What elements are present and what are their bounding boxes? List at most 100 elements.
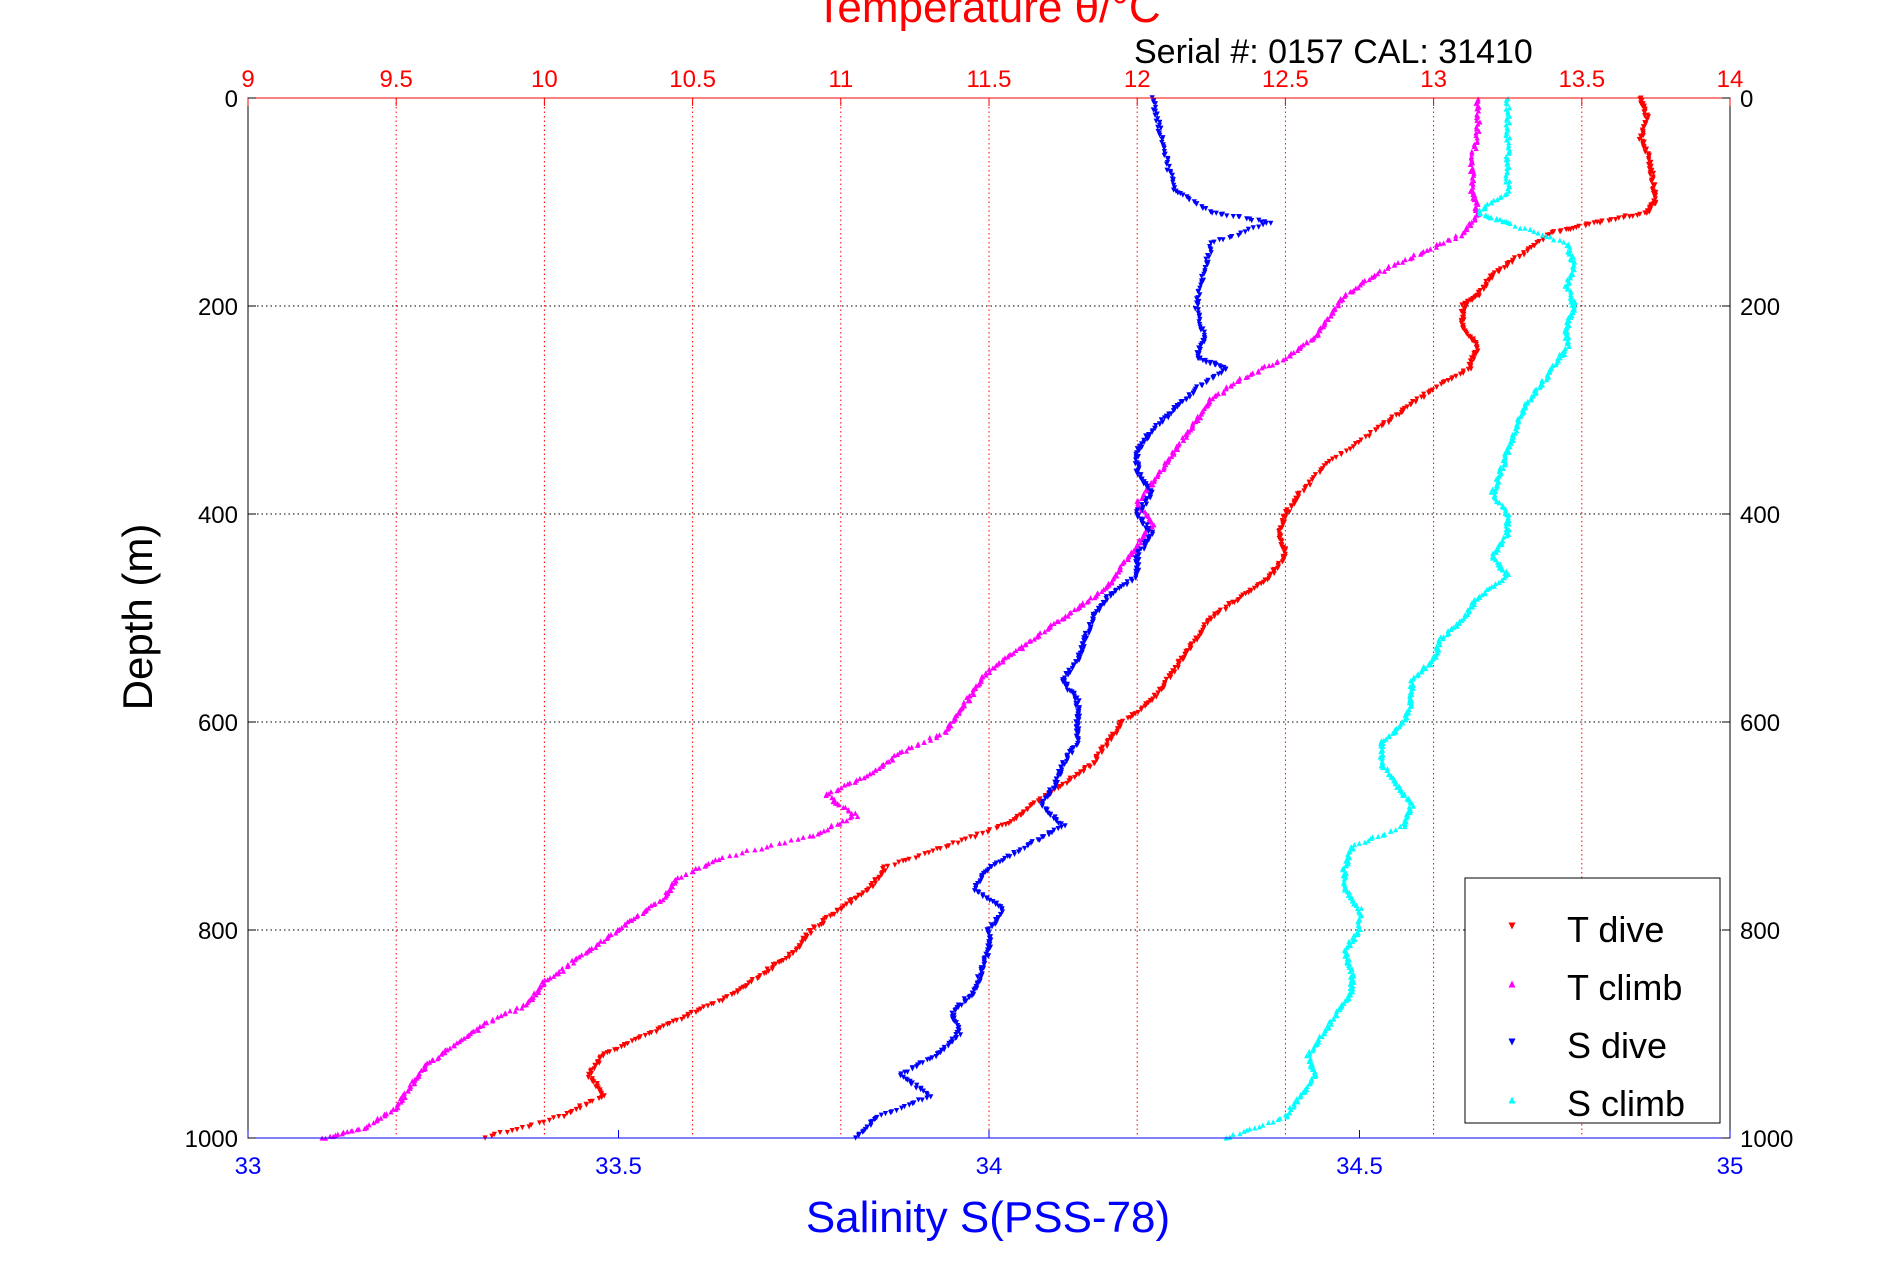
data-point [1172,669,1178,675]
data-point [619,924,625,931]
data-point [1453,233,1459,239]
data-point [1165,459,1171,465]
data-point [968,834,974,840]
data-point [1503,172,1509,178]
data-point [1320,324,1326,330]
data-point [1059,616,1065,622]
data-point [876,765,882,772]
data-point [1641,109,1647,115]
data-point [514,1127,520,1133]
data-point [1423,665,1429,672]
data-point [623,922,629,928]
data-point [1467,222,1473,228]
data-point [928,1094,934,1100]
data-point [1358,913,1364,919]
data-point [1366,276,1372,283]
data-point [598,938,604,944]
data-point [943,844,950,850]
x-bottom-tick-label: 34 [976,1153,1003,1180]
data-point [378,1115,384,1121]
data-point [1521,252,1527,258]
data-point [712,857,719,863]
data-point [1457,371,1464,377]
data-point [929,1055,935,1061]
data-point [1438,381,1444,387]
data-point [1197,285,1203,291]
data-point [1474,596,1480,602]
data-point [390,1106,396,1112]
data-point [1380,832,1386,838]
data-point [1011,817,1017,823]
data-point [405,1088,411,1094]
data-point [1196,314,1202,320]
data-point [1136,448,1142,454]
data-point [1072,774,1078,781]
data-point [1084,599,1090,605]
y-tick-label-left: 200 [198,294,238,321]
data-point [1143,501,1150,507]
data-point [1404,404,1410,410]
data-point [1249,217,1255,224]
data-point [1024,807,1030,813]
data-point [1642,210,1648,216]
data-point [1282,515,1288,521]
data-point [896,859,902,865]
data-point [1330,1016,1336,1022]
data-point [1352,441,1359,447]
data-point [689,869,695,875]
data-point [1196,319,1202,325]
data-point [1396,724,1403,730]
data-point [695,1007,701,1013]
data-point [1597,220,1603,226]
data-point [1347,446,1353,452]
data-point [1198,273,1205,280]
data-point [1401,792,1407,799]
data-point [1144,522,1150,528]
data-point [1497,194,1503,201]
data-point [1069,665,1075,672]
data-point [1350,898,1357,904]
data-point [1504,533,1510,539]
data-point [613,930,619,936]
data-point [400,1092,406,1098]
data-point [956,710,962,716]
data-point [1393,412,1399,418]
data-point [1160,466,1167,473]
data-point [1308,337,1314,343]
data-point [579,952,585,958]
data-point [1346,964,1352,970]
data-point [1197,324,1203,330]
data-point [1340,867,1346,873]
data-point [1294,347,1301,353]
y-tick-label-right: 600 [1740,710,1780,737]
data-point [1402,823,1408,830]
data-point [1248,371,1254,377]
data-point [1488,199,1495,206]
data-point [1051,620,1057,626]
data-point [1362,839,1368,845]
data-point [1496,579,1502,586]
data-point [1139,444,1145,451]
data-point [1475,201,1481,207]
data-point [945,1043,951,1049]
data-point [1017,812,1024,818]
data-point [1566,343,1572,350]
data-point [454,1040,460,1046]
data-point [974,974,981,980]
axes: 9 9.5 10 10.5 11 11.5 12 12.5 13 13.5 14 33 33.5 34 34… [185,66,1794,1180]
data-point [1089,619,1096,626]
data-point [1400,259,1406,265]
data-point [1338,451,1344,458]
data-point [1223,386,1229,392]
data-point [1566,335,1572,341]
data-point [987,864,994,870]
data-point [1407,256,1413,262]
data-point [1154,473,1161,480]
data-point [1016,849,1022,855]
data-point [1367,430,1374,436]
data-point [1069,750,1075,756]
data-point [1358,905,1365,911]
data-point [1256,224,1262,230]
data-point [1210,375,1216,381]
